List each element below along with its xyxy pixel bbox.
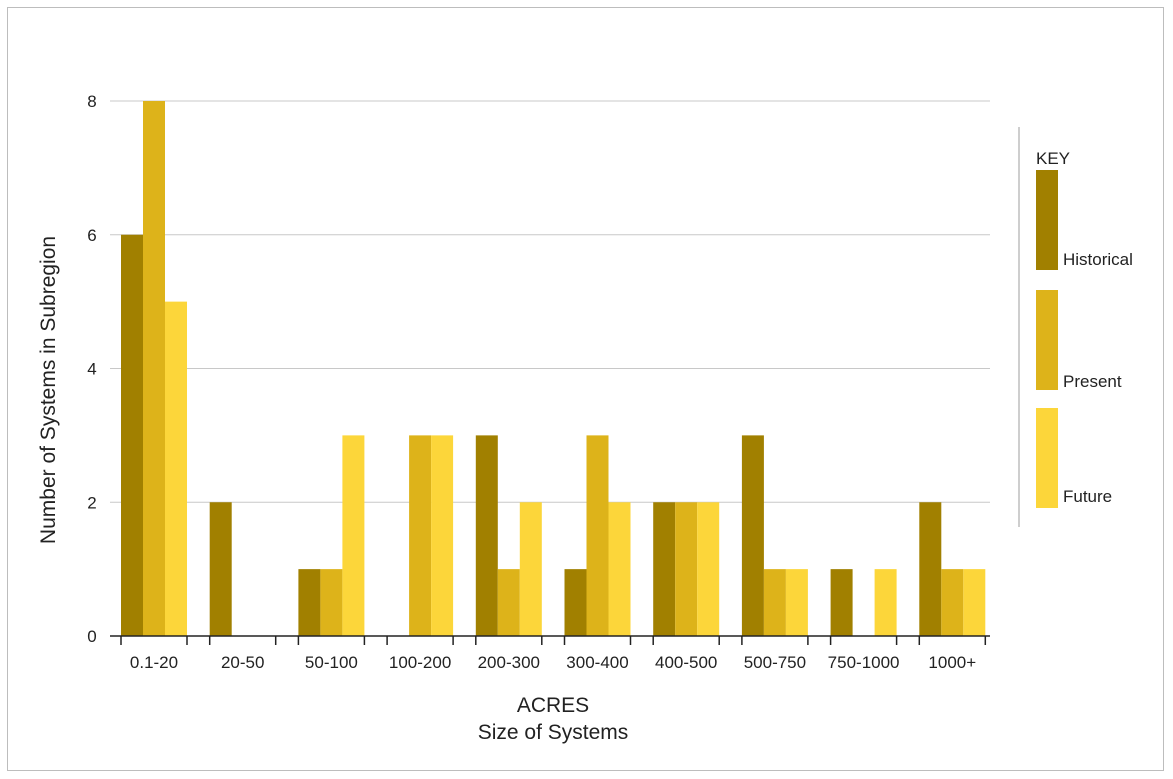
y-tick-label: 4: [87, 360, 96, 379]
legend-swatch-present: [1036, 290, 1058, 390]
legend-label-future: Future: [1063, 487, 1112, 506]
x-tick-label: 400-500: [655, 653, 717, 672]
bar-present-1000+: [941, 569, 964, 636]
bar-future-0.1-20: [165, 301, 187, 636]
bar-present-0.1-20: [143, 101, 165, 636]
bar-historical-50-100: [298, 569, 321, 636]
bar-historical-500-750: [741, 435, 764, 636]
bar-present-100-200: [409, 435, 432, 636]
bar-historical-0.1-20: [121, 234, 143, 636]
legend: KEY Historical Present Future: [1018, 127, 1133, 527]
bar-present-200-300: [497, 569, 520, 636]
y-tick-label: 8: [87, 92, 96, 111]
y-axis-title: Number of Systems in Subregion: [37, 236, 60, 544]
legend-title: KEY: [1036, 149, 1070, 168]
y-axis-ticks: 0 2 4 6 8: [87, 92, 96, 646]
bar-present-500-750: [763, 569, 786, 636]
x-axis-subtitle: Size of Systems: [478, 721, 629, 744]
bar-future-1000+: [963, 569, 986, 636]
x-axis: [110, 635, 990, 645]
bar-future-750-1000: [874, 569, 897, 636]
y-tick-label: 0: [87, 627, 96, 646]
legend-items: Historical Present Future: [1036, 170, 1133, 508]
bar-future-200-300: [519, 502, 542, 636]
legend-label-historical: Historical: [1063, 250, 1133, 269]
bar-historical-750-1000: [830, 569, 853, 636]
bar-historical-20-50: [209, 502, 232, 636]
x-tick-label: 100-200: [389, 653, 451, 672]
x-tick-label: 500-750: [744, 653, 806, 672]
bar-present-50-100: [320, 569, 343, 636]
x-axis-title: ACRES: [517, 694, 589, 717]
legend-label-present: Present: [1063, 372, 1122, 391]
bar-future-100-200: [431, 435, 454, 636]
bar-present-400-500: [675, 502, 698, 636]
x-axis-ticks: 0.1-20 20-50 50-100 100-200 200-300 300-400 40…: [130, 653, 976, 672]
bar-historical-400-500: [653, 502, 676, 636]
legend-swatch-historical: [1036, 170, 1058, 270]
bar-historical-1000+: [919, 502, 942, 636]
x-tick-label: 20-50: [221, 653, 264, 672]
legend-swatch-future: [1036, 408, 1058, 508]
bar-future-300-400: [608, 502, 631, 636]
y-tick-label: 2: [87, 493, 96, 512]
bar-future-400-500: [697, 502, 720, 636]
bar-historical-200-300: [475, 435, 498, 636]
x-tick-label: 1000+: [928, 653, 976, 672]
y-tick-label: 6: [87, 226, 96, 245]
x-tick-label: 200-300: [478, 653, 540, 672]
bar-future-50-100: [342, 435, 365, 636]
chart-frame: [7, 7, 1164, 771]
bar-historical-300-400: [564, 569, 587, 636]
x-tick-label: 50-100: [305, 653, 358, 672]
gridlines: [110, 100, 990, 503]
bar-present-300-400: [586, 435, 609, 636]
x-tick-label: 750-1000: [828, 653, 900, 672]
bar-future-500-750: [785, 569, 808, 636]
bars: [121, 101, 986, 636]
x-tick-label: 0.1-20: [130, 653, 178, 672]
x-tick-label: 300-400: [566, 653, 628, 672]
